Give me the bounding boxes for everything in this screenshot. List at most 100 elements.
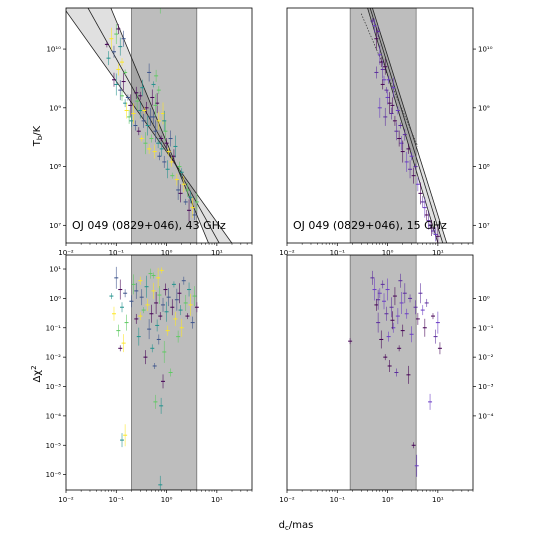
- data-point: [413, 163, 418, 170]
- data-point: [395, 106, 400, 115]
- data-point: [159, 8, 161, 14]
- x-tick-label: 10⁻¹: [109, 496, 125, 504]
- data-point: [426, 211, 431, 230]
- data-point: [429, 220, 434, 237]
- y-tick-label: 10⁹: [49, 104, 61, 112]
- data-point: [156, 86, 161, 95]
- data-point: [161, 374, 166, 389]
- data-point: [398, 273, 403, 288]
- data-point: [164, 138, 169, 149]
- data-point: [144, 101, 149, 114]
- data-point: [159, 141, 164, 156]
- data-point: [171, 281, 176, 288]
- data-point: [418, 182, 423, 205]
- data-point: [374, 298, 379, 311]
- data-point: [111, 45, 116, 58]
- data-point: [395, 308, 400, 325]
- x-tick-label: 10⁰: [161, 249, 173, 257]
- data-point: [181, 276, 186, 285]
- data-point: [151, 109, 156, 124]
- data-point: [411, 442, 416, 449]
- data-point: [177, 161, 182, 172]
- data-point: [147, 63, 152, 82]
- data-point: [404, 308, 409, 319]
- data-point: [348, 338, 353, 345]
- data-point: [194, 192, 199, 211]
- data-point: [372, 18, 377, 33]
- y-tick-label: 10⁷: [49, 222, 61, 230]
- data-point: [152, 144, 157, 159]
- fit-line: [66, 10, 233, 243]
- x-tick-label: 10⁰: [382, 249, 394, 257]
- data-point: [387, 359, 392, 372]
- data-point: [109, 27, 114, 50]
- y-tick-label: 10⁸: [49, 163, 61, 171]
- data-point: [386, 331, 391, 342]
- data-point: [380, 79, 385, 90]
- data-point: [129, 295, 134, 308]
- data-point: [397, 345, 402, 352]
- x-tick-label: 10¹: [432, 496, 444, 504]
- data-point: [138, 102, 143, 119]
- data-point: [377, 44, 382, 65]
- data-point: [118, 345, 123, 352]
- panel-top-left: 10⁻² 10⁻¹ 10⁰ 10¹ 10⁷ 10⁸ 10⁹ 10¹⁰ OJ 049 (0829+…: [46, 7, 253, 257]
- data-point: [435, 311, 440, 334]
- data-point: [392, 287, 397, 306]
- data-point: [120, 90, 125, 101]
- data-point: [139, 135, 144, 142]
- data-point: [134, 86, 139, 99]
- panel-bottom-right: 10⁻² 10⁻¹ 10⁰ 10¹ 10⁻⁴ 10⁻³ 10⁻² 10⁻¹ 10⁰: [279, 254, 494, 504]
- data-point: [141, 113, 146, 128]
- data-point: [143, 350, 148, 365]
- data-point: [372, 278, 377, 301]
- data-point: [415, 312, 420, 325]
- data-point: [383, 107, 388, 126]
- data-point: [394, 368, 399, 377]
- y-axis-label-bottom: Δχ2: [30, 365, 43, 382]
- data-point: [133, 120, 138, 131]
- data-point: [142, 107, 147, 114]
- data-point: [114, 24, 119, 45]
- x-tick-label: 10⁰: [161, 496, 173, 504]
- data-point: [145, 298, 150, 311]
- y-axis-label-top: Tb/K: [32, 125, 44, 147]
- data-point: [400, 324, 405, 337]
- data-point: [128, 94, 133, 117]
- data-point: [123, 289, 128, 298]
- data-point: [420, 195, 425, 208]
- data-point: [120, 302, 125, 313]
- data-point: [391, 322, 396, 333]
- data-point: [154, 69, 159, 82]
- data-point: [123, 424, 128, 447]
- data-point: [400, 140, 405, 163]
- data-point: [409, 152, 414, 161]
- data-point: [428, 393, 433, 410]
- data-point: [409, 326, 414, 343]
- data-point: [121, 334, 126, 353]
- data-point: [424, 209, 429, 220]
- data-point: [380, 60, 385, 79]
- data-point: [185, 313, 190, 320]
- data-point: [134, 313, 139, 324]
- data-point: [411, 167, 416, 184]
- data-point: [384, 87, 389, 94]
- data-point: [370, 270, 375, 285]
- data-point: [397, 130, 402, 147]
- data-point: [166, 288, 171, 307]
- x-tick-label: 10⁻¹: [330, 249, 346, 257]
- data-point: [165, 325, 170, 336]
- data-point: [153, 120, 158, 143]
- data-point: [114, 73, 119, 96]
- panel-bottom-left: 10⁻² 10⁻¹ 10⁰ 10¹ 10⁻⁶ 10⁻⁵ 10⁻⁴ 10⁻³ 10⁻² 10⁻¹ 10…: [46, 254, 253, 504]
- data-point: [136, 127, 141, 136]
- data-point: [154, 291, 159, 314]
- data-point: [153, 394, 158, 409]
- fit-line: [369, 8, 444, 243]
- data-point: [162, 340, 167, 363]
- data-point: [386, 75, 391, 84]
- data-point: [116, 23, 121, 34]
- data-point: [162, 155, 167, 168]
- data-point: [140, 79, 145, 96]
